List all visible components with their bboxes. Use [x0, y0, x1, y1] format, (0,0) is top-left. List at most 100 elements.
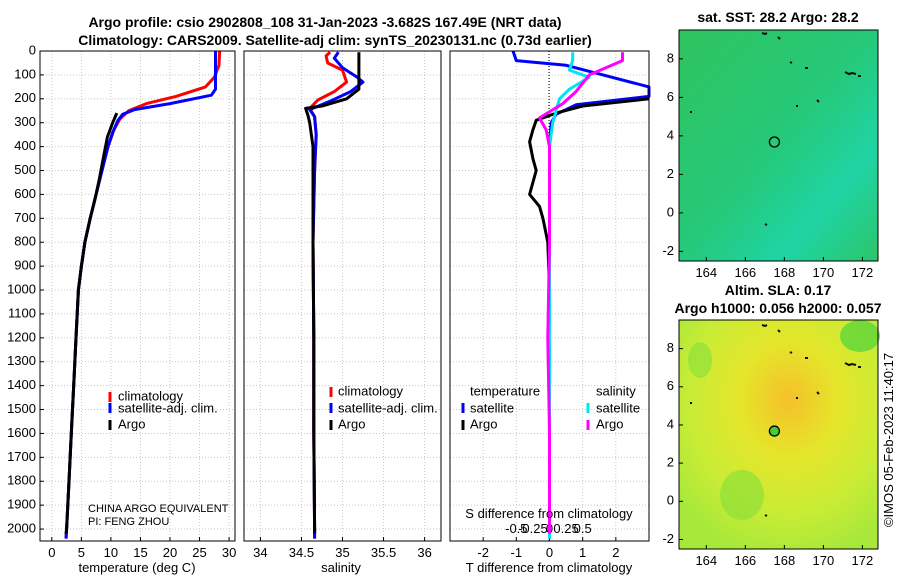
y-tick-label: 200 [14, 90, 36, 105]
annotation-line-2: PI: FENG ZHOU [88, 516, 169, 528]
top-x-tick-label: 0.5 [574, 521, 592, 536]
y-tick-label: 600 [14, 186, 36, 201]
map-x-tick-label: 166 [734, 265, 756, 280]
map-y-tick-label: 6 [667, 378, 674, 393]
x-tick-label: -2 [477, 545, 489, 560]
sla-map-title-1: Altim. SLA: 0.17 [725, 282, 832, 298]
series-argo [304, 52, 361, 534]
legend-label-argo-t: Argo [470, 416, 497, 431]
map-y-tick-label: 6 [667, 89, 674, 104]
y-tick-label: 1200 [7, 329, 36, 344]
x-tick-label: 30 [222, 545, 236, 560]
x-tick-label: 5 [78, 545, 85, 560]
y-tick-label: 1800 [7, 473, 36, 488]
x-tick-label: 34.5 [289, 545, 314, 560]
legend-title-temperature: temperature [470, 383, 540, 398]
legend-label-satellite: satellite-adj. clim. [118, 400, 218, 415]
salinity-axes-frame [243, 50, 442, 542]
x-tick-label: 15 [133, 545, 147, 560]
legend-label-argo: Argo [338, 416, 365, 431]
sla-map-frame [678, 319, 879, 550]
sla-map-title-2: Argo h1000: 0.056 h2000: 0.057 [674, 300, 881, 316]
imos-timestamp: ©IMOS 05-Feb-2023 11:40:17 [881, 353, 896, 527]
series-satellite-adj-clim- [308, 51, 365, 539]
sla-low-patch-w [688, 342, 712, 378]
annotation-line-1: CHINA ARGO EQUIVALENT [88, 503, 229, 515]
difference-legend: temperature satellite Argo salinity sate… [461, 383, 640, 431]
y-tick-label: 800 [14, 234, 36, 249]
map-y-tick-label: 4 [667, 416, 674, 431]
map-y-tick-label: 2 [667, 455, 674, 470]
legend-label-satellite: satellite-adj. clim. [338, 400, 438, 415]
x-tick-label: 20 [163, 545, 177, 560]
map-y-tick-label: 0 [667, 493, 674, 508]
sla-low-patch-sw [720, 470, 764, 520]
x-tick-label: 34 [253, 545, 267, 560]
x-tick-label: 0 [48, 545, 55, 560]
x-tick-label: 36 [417, 545, 431, 560]
series-satellite-s [548, 52, 591, 539]
map-x-tick-label: 168 [774, 265, 796, 280]
legend-label-argo-s: Argo [596, 416, 623, 431]
series-argo [64, 112, 119, 534]
sla-low-patch-ne [840, 320, 880, 352]
map-y-tick-label: 0 [667, 204, 674, 219]
y-tick-label: 1700 [7, 449, 36, 464]
sst-coastline [690, 32, 861, 226]
x-tick-label: 2 [612, 545, 619, 560]
map-x-tick-label: 164 [695, 553, 717, 568]
map-y-tick-label: 2 [667, 166, 674, 181]
x-tick-label: -1 [511, 545, 523, 560]
sst-map-frame [678, 29, 879, 262]
x-tick-label: 35.5 [371, 545, 396, 560]
difference-top-xlabel: S difference from climatology [465, 506, 633, 521]
y-tick-label: 1100 [8, 305, 36, 320]
y-tick-label: 1900 [7, 497, 36, 512]
temperature-legend: climatology satellite-adj. clim. Argo [108, 388, 218, 431]
x-tick-label: 35 [335, 545, 349, 560]
y-tick-label: 1300 [7, 353, 36, 368]
title-line-2: Climatology: CARS2009. Satellite-adj cli… [78, 32, 592, 48]
map-x-tick-label: 170 [813, 265, 835, 280]
sst-map-title: sat. SST: 28.2 Argo: 28.2 [697, 9, 859, 25]
difference-axes-frame [449, 50, 650, 542]
sla-coastline [690, 324, 861, 517]
y-tick-label: 1500 [7, 401, 36, 416]
y-tick-label: 1000 [7, 281, 36, 296]
temperature-panel: 0100200300400500600700800900100011001200… [7, 42, 236, 575]
sla-argo-location [768, 425, 781, 437]
series-argo-s [538, 52, 624, 534]
sst-argo-location [768, 136, 781, 148]
legend-title-salinity: salinity [596, 383, 636, 398]
y-tick-label: 700 [14, 210, 36, 225]
map-y-tick-label: 4 [667, 127, 674, 142]
x-tick-label: 10 [104, 545, 118, 560]
y-tick-label: 300 [14, 114, 36, 129]
map-x-tick-label: 164 [695, 265, 717, 280]
y-tick-label: 2000 [7, 520, 36, 535]
y-tick-label: 100 [14, 66, 36, 81]
map-y-tick-label: 8 [667, 50, 674, 65]
y-tick-label: 400 [14, 138, 36, 153]
legend-label-climatology: climatology [118, 388, 184, 403]
x-tick-label: 25 [192, 545, 206, 560]
map-x-tick-label: 170 [813, 553, 835, 568]
legend-label-climatology: climatology [338, 383, 404, 398]
legend-label-satellite-t: satellite [470, 400, 514, 415]
top-x-tick-label: -0.25 [518, 521, 548, 536]
temperature-axes-frame [39, 50, 236, 542]
map-x-tick-label: 168 [774, 553, 796, 568]
series-climatology [64, 50, 222, 539]
map-y-tick-label: 8 [667, 340, 674, 355]
legend-label-argo: Argo [118, 416, 145, 431]
y-tick-label: 500 [14, 162, 36, 177]
top-x-tick-label: -0.5 [505, 521, 527, 536]
map-x-tick-label: 172 [852, 553, 874, 568]
difference-xlabel: T difference from climatology [466, 560, 633, 575]
salinity-legend: climatology satellite-adj. clim. Argo [329, 383, 438, 431]
map-x-tick-label: 172 [852, 265, 874, 280]
x-tick-label: 1 [579, 545, 586, 560]
sla-map-panel: Altim. SLA: 0.17 Argo h1000: 0.056 h2000… [662, 282, 881, 568]
